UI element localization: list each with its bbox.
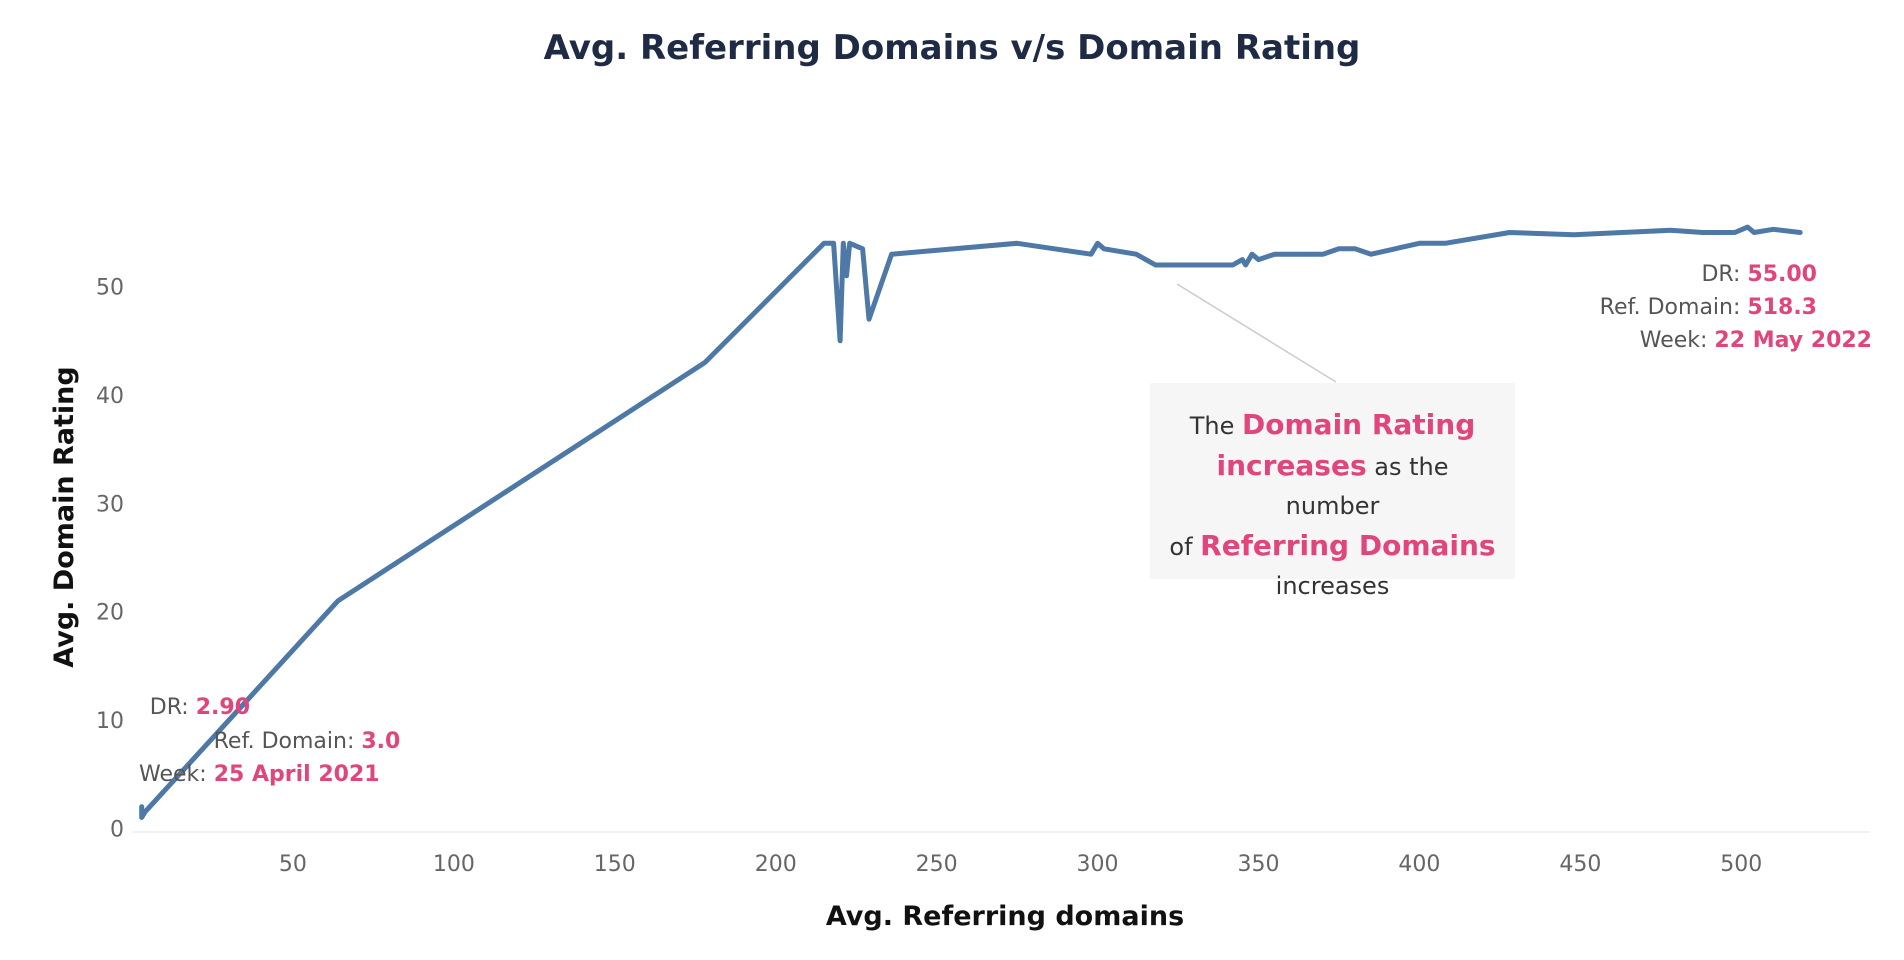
chart-title: Avg. Referring Domains v/s Domain Rating [543, 28, 1361, 68]
x-axis-title: Avg. Referring domains [826, 901, 1184, 932]
callout-highlight: increases [1216, 449, 1367, 482]
x-tick-label: 150 [594, 852, 636, 877]
x-tick-label: 100 [433, 852, 475, 877]
y-tick-label: 20 [96, 601, 124, 626]
svg-text:Ref. Domain: 518.3: Ref. Domain: 518.3 [1600, 295, 1817, 320]
svg-text:Ref. Domain: 3.0: Ref. Domain: 3.0 [214, 729, 401, 754]
callout-highlight: Referring Domains [1200, 529, 1496, 562]
callout-text: increases [1275, 572, 1390, 600]
y-tick-label: 50 [96, 276, 124, 301]
callout-box: The Domain Rating increases as the numbe… [1150, 383, 1515, 600]
x-tick-label: 300 [1077, 852, 1119, 877]
x-tick-label: 50 [279, 852, 307, 877]
svg-text:Week: 22 May 2022: Week: 22 May 2022 [1640, 328, 1872, 353]
x-tick-label: 200 [755, 852, 797, 877]
y-tick-label: 10 [96, 709, 124, 734]
callout-highlight: Domain Rating [1242, 408, 1476, 441]
callout-text: of [1169, 533, 1193, 561]
x-ticks: 50 100 150 200 250 300 350 400 450 500 [279, 852, 1762, 877]
x-tick-label: 500 [1720, 852, 1762, 877]
svg-text:Week: 25 April 2021: Week: 25 April 2021 [139, 762, 380, 787]
x-tick-label: 350 [1237, 852, 1279, 877]
annotation-start: DR: 2.90 Ref. Domain: 3.0 Week: 25 April… [139, 695, 400, 787]
y-axis-title: Avg. Domain Rating [49, 366, 80, 667]
x-tick-label: 400 [1398, 852, 1440, 877]
x-tick-label: 250 [916, 852, 958, 877]
y-tick-label: 30 [96, 492, 124, 517]
y-ticks: 0 10 20 30 40 50 [96, 276, 124, 843]
svg-text:DR: 55.00: DR: 55.00 [1701, 262, 1817, 287]
callout-text: as the number [1285, 453, 1449, 520]
y-tick-label: 0 [110, 817, 124, 842]
callout-leader-line [1176, 283, 1337, 383]
y-tick-label: 40 [96, 384, 124, 409]
annotation-end: DR: 55.00 Ref. Domain: 518.3 Week: 22 Ma… [1600, 262, 1872, 353]
x-tick-label: 450 [1559, 852, 1601, 877]
callout-text: The [1189, 412, 1235, 440]
series-line [139, 224, 1803, 820]
svg-text:DR: 2.90: DR: 2.90 [150, 695, 250, 720]
